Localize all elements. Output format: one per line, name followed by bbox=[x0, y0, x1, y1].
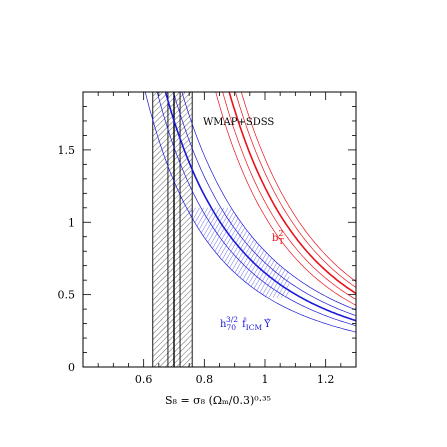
blue-series-label: h703/2 f̂ICM Υ̂ bbox=[220, 315, 271, 332]
blue-label-icm: ICM bbox=[246, 323, 263, 332]
x-tick-label: 0.8 bbox=[196, 373, 214, 386]
y-tick-label: 1.5 bbox=[58, 144, 76, 157]
y-tick-label: 0.5 bbox=[58, 289, 76, 302]
axis-ticks: 0.6 0.8 1 1.2 0 0.5 1 1.5 bbox=[58, 91, 357, 386]
x-tick-label: 1 bbox=[262, 373, 269, 386]
red-label-sup: 2 bbox=[278, 229, 283, 238]
red-inner-band-curve bbox=[222, 92, 356, 300]
blue-label-prefix: h bbox=[220, 319, 227, 330]
plot-area bbox=[119, 92, 356, 367]
y-tick-label: 0 bbox=[68, 361, 75, 374]
blue-label-sup: 3/2 bbox=[226, 315, 238, 324]
blue-inner-band-curve bbox=[156, 92, 356, 327]
wmap-sdss-label: WMAP+SDSS bbox=[203, 117, 274, 128]
y-tick-label: 1 bbox=[68, 216, 75, 229]
x-axis-label: S₈ = σ₈ (Ωₘ/0.3)⁰·³⁵ bbox=[165, 394, 271, 407]
red-label-prefix: b bbox=[272, 233, 278, 244]
red-series-label: b2 T bbox=[272, 229, 285, 246]
hatched-regions bbox=[119, 207, 290, 298]
x-tick-label: 0.6 bbox=[135, 373, 153, 386]
red-inner-band-curve bbox=[235, 92, 356, 288]
blue-label-f: f̂ bbox=[242, 318, 247, 330]
red-outer-band-curve bbox=[240, 92, 356, 282]
blue-hatched-region bbox=[119, 207, 290, 298]
blue-outer-band-curve bbox=[181, 92, 356, 311]
curves bbox=[144, 92, 356, 333]
blue-inner-band-curve bbox=[173, 92, 356, 317]
red-central-curve bbox=[228, 92, 356, 295]
wmap-sdss-band bbox=[152, 92, 193, 367]
blue-outer-band-curve bbox=[144, 92, 356, 333]
blue-central-curve bbox=[164, 92, 356, 322]
x-tick-label: 1.2 bbox=[317, 373, 335, 386]
blue-label-upsilon: Υ̂ bbox=[263, 319, 271, 330]
red-label-sub: T bbox=[279, 237, 285, 246]
band-outer-hatch bbox=[152, 92, 193, 367]
red-outer-band-curve bbox=[215, 92, 356, 306]
blue-label-sub: 70 bbox=[226, 323, 236, 332]
